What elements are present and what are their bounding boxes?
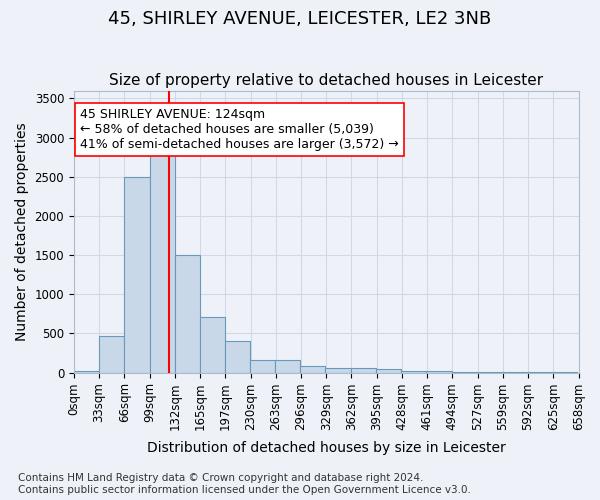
- Bar: [250, 360, 275, 372]
- Bar: [124, 176, 149, 372]
- Title: Size of property relative to detached houses in Leicester: Size of property relative to detached ho…: [109, 73, 543, 88]
- Y-axis label: Number of detached properties: Number of detached properties: [15, 122, 29, 341]
- Bar: [200, 317, 225, 372]
- Bar: [224, 341, 250, 372]
- Bar: [350, 368, 376, 372]
- Bar: [300, 366, 325, 372]
- Bar: [74, 371, 99, 372]
- Bar: [149, 152, 175, 372]
- Bar: [376, 370, 401, 372]
- Bar: [427, 371, 452, 372]
- Text: 45, SHIRLEY AVENUE, LEICESTER, LE2 3NB: 45, SHIRLEY AVENUE, LEICESTER, LE2 3NB: [109, 10, 491, 28]
- Bar: [325, 368, 350, 372]
- Bar: [275, 360, 300, 372]
- Text: 45 SHIRLEY AVENUE: 124sqm
← 58% of detached houses are smaller (5,039)
41% of se: 45 SHIRLEY AVENUE: 124sqm ← 58% of detac…: [80, 108, 399, 151]
- Bar: [99, 336, 124, 372]
- Bar: [401, 371, 427, 372]
- Text: Contains HM Land Registry data © Crown copyright and database right 2024.
Contai: Contains HM Land Registry data © Crown c…: [18, 474, 471, 495]
- X-axis label: Distribution of detached houses by size in Leicester: Distribution of detached houses by size …: [147, 441, 506, 455]
- Bar: [175, 255, 200, 372]
